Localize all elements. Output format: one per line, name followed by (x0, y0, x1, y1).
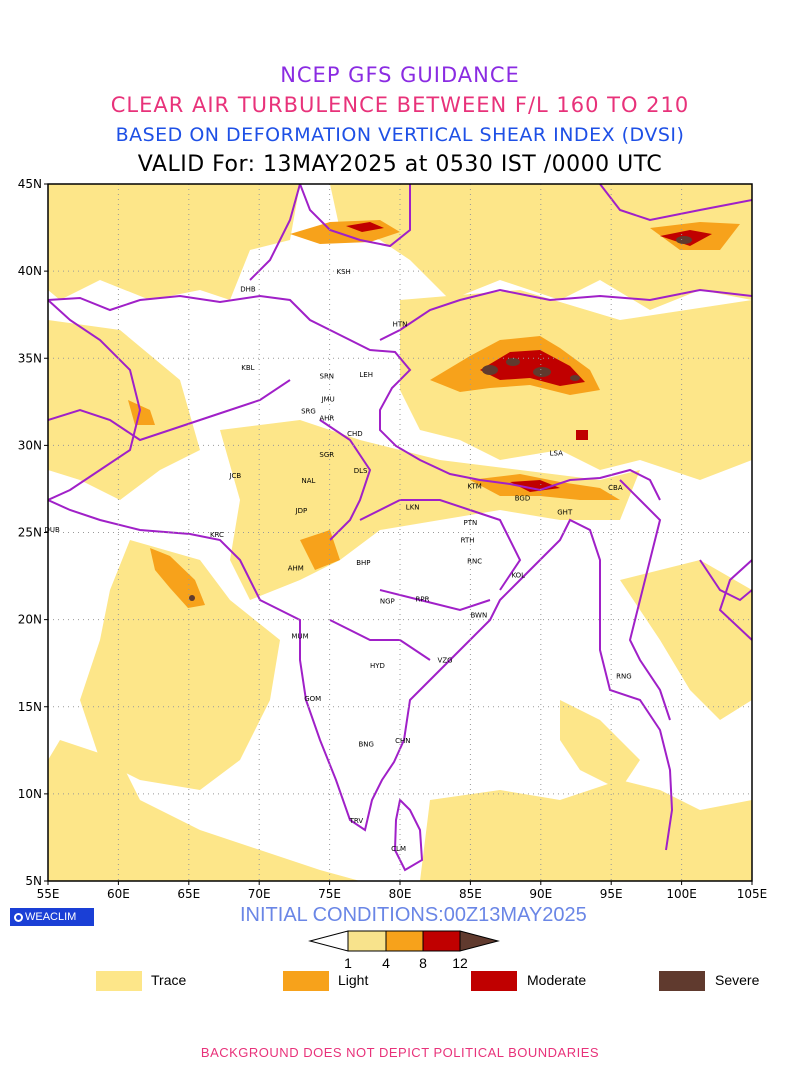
city-label-trv: TRV (349, 817, 364, 825)
city-label-ahr: AHR (319, 414, 334, 422)
initial-conditions: INITIAL CONDITIONS:00Z13MAY2025 (240, 904, 587, 926)
city-label-gom: GOM (304, 695, 321, 703)
city-label-sgr: SGR (319, 451, 334, 459)
city-label-rth: RTH (461, 536, 475, 544)
legend-moderate-swatch (471, 971, 517, 991)
legend-severe-swatch (659, 971, 705, 991)
colorbar-tick-label: 1 (344, 955, 352, 971)
colorbar-tick-label: 8 (419, 955, 427, 971)
city-label-vzg: VZG (438, 657, 453, 665)
lon-tick-label: 55E (37, 887, 60, 901)
colorbar: 1 4 8 12 (308, 930, 500, 971)
lat-tick-label: 15N (18, 700, 42, 714)
legend-light-swatch (283, 971, 329, 991)
lat-lon-grid (48, 184, 752, 881)
axis-ticks: 55E 60E 65E 70E 75E 80E 85E 90E 95E 100E 105E 5N 10N… (18, 177, 768, 901)
legend-trace-swatch (96, 971, 142, 991)
city-label-ksh: KSH (337, 268, 351, 276)
lon-tick-label: 85E (459, 887, 482, 901)
city-label-chd: CHD (347, 430, 363, 438)
city-label-krc: KRC (210, 531, 224, 539)
city-label-jcb: JCB (228, 472, 241, 480)
lon-tick-label: 60E (107, 887, 130, 901)
city-label-bgd: BGD (515, 495, 531, 503)
city-label-lkn: LKN (406, 503, 420, 511)
city-label-bng: BNG (358, 740, 373, 748)
city-label-kbl: KBL (241, 364, 254, 372)
legend-light-label: Light (338, 972, 369, 988)
colorbar-tick-label: 4 (382, 955, 390, 971)
legend-severe-label: Severe (715, 972, 760, 988)
colorbar-tick-label: 12 (452, 955, 468, 971)
lat-tick-label: 30N (18, 438, 42, 452)
colorbar-moderate-segment (422, 930, 461, 952)
city-label-clm: CLM (391, 845, 406, 853)
title-turbulence: CLEAR AIR TURBULENCE BETWEEN F/L 160 TO … (110, 93, 690, 117)
title-valid-time: VALID For: 13MAY2025 at 0530 IST /0000 U… (137, 152, 663, 177)
lat-tick-label: 10N (18, 787, 42, 801)
legend-moderate-label: Moderate (527, 972, 587, 988)
logo-text: WEACLIM (25, 911, 77, 923)
city-label-ght: GHT (557, 509, 573, 517)
logo-circle-icon (14, 913, 23, 922)
title-index: BASED ON DEFORMATION VERTICAL SHEAR INDE… (115, 124, 685, 146)
city-label-chn: CHN (395, 737, 410, 745)
lon-tick-label: 90E (529, 887, 552, 901)
city-label-nal: NAL (302, 477, 316, 485)
lat-tick-label: 35N (18, 351, 42, 365)
city-label-mum: MUM (291, 632, 308, 640)
lat-tick-label: 25N (18, 526, 42, 540)
lon-tick-label: 65E (177, 887, 200, 901)
city-label-bhp: BHP (356, 559, 370, 567)
legend-trace-label: Trace (151, 972, 187, 988)
lon-tick-label: 75E (318, 887, 341, 901)
city-label-jmu: JMU (321, 395, 335, 403)
lon-tick-label: 95E (600, 887, 623, 901)
city-label-htn: HTN (393, 320, 408, 328)
city-label-rng: RNG (616, 672, 632, 680)
lat-tick-label: 45N (18, 177, 42, 191)
colorbar-trace-segment (347, 930, 387, 952)
city-label-ktm: KTM (467, 482, 481, 490)
city-label-dls: DLS (354, 467, 368, 475)
lon-tick-label: 100E (666, 887, 697, 901)
city-label-dub: DUB (45, 526, 61, 534)
turbulence-shading (48, 184, 752, 881)
lat-tick-label: 5N (25, 874, 42, 888)
city-label-hyd: HYD (370, 662, 385, 670)
lat-tick-label: 40N (18, 264, 42, 278)
city-label-leh: LEH (359, 371, 373, 379)
title-guidance: NCEP GFS GUIDANCE (280, 63, 520, 87)
city-label-ahm: AHM (288, 564, 304, 572)
colorbar-light-segment (385, 930, 424, 952)
city-label-srg: SRG (301, 408, 316, 416)
weaclim-logo: WEACLIM (10, 908, 94, 926)
city-label-kol: KOL (511, 571, 525, 579)
city-label-bwn: BWN (470, 611, 487, 619)
city-label-jdp: JDP (295, 507, 308, 515)
city-label-cba: CBA (608, 484, 623, 492)
city-label-ptn: PTN (464, 519, 478, 527)
lat-tick-label: 20N (18, 613, 42, 627)
lon-tick-label: 105E (737, 887, 768, 901)
city-label-rpr: RPR (416, 596, 430, 604)
city-label-ngp: NGP (380, 597, 395, 605)
lon-tick-label: 70E (248, 887, 271, 901)
colorbar-low-arrow (308, 930, 349, 952)
city-label-dhb: DHB (240, 286, 256, 294)
disclaimer-footer: BACKGROUND DOES NOT DEPICT POLITICAL BOU… (200, 1045, 600, 1060)
city-label-rnc: RNC (467, 557, 482, 565)
city-label-srn: SRN (320, 373, 335, 381)
lon-tick-label: 80E (389, 887, 412, 901)
city-label-lsa: LSA (550, 449, 563, 457)
colorbar-severe-arrow (459, 930, 500, 952)
